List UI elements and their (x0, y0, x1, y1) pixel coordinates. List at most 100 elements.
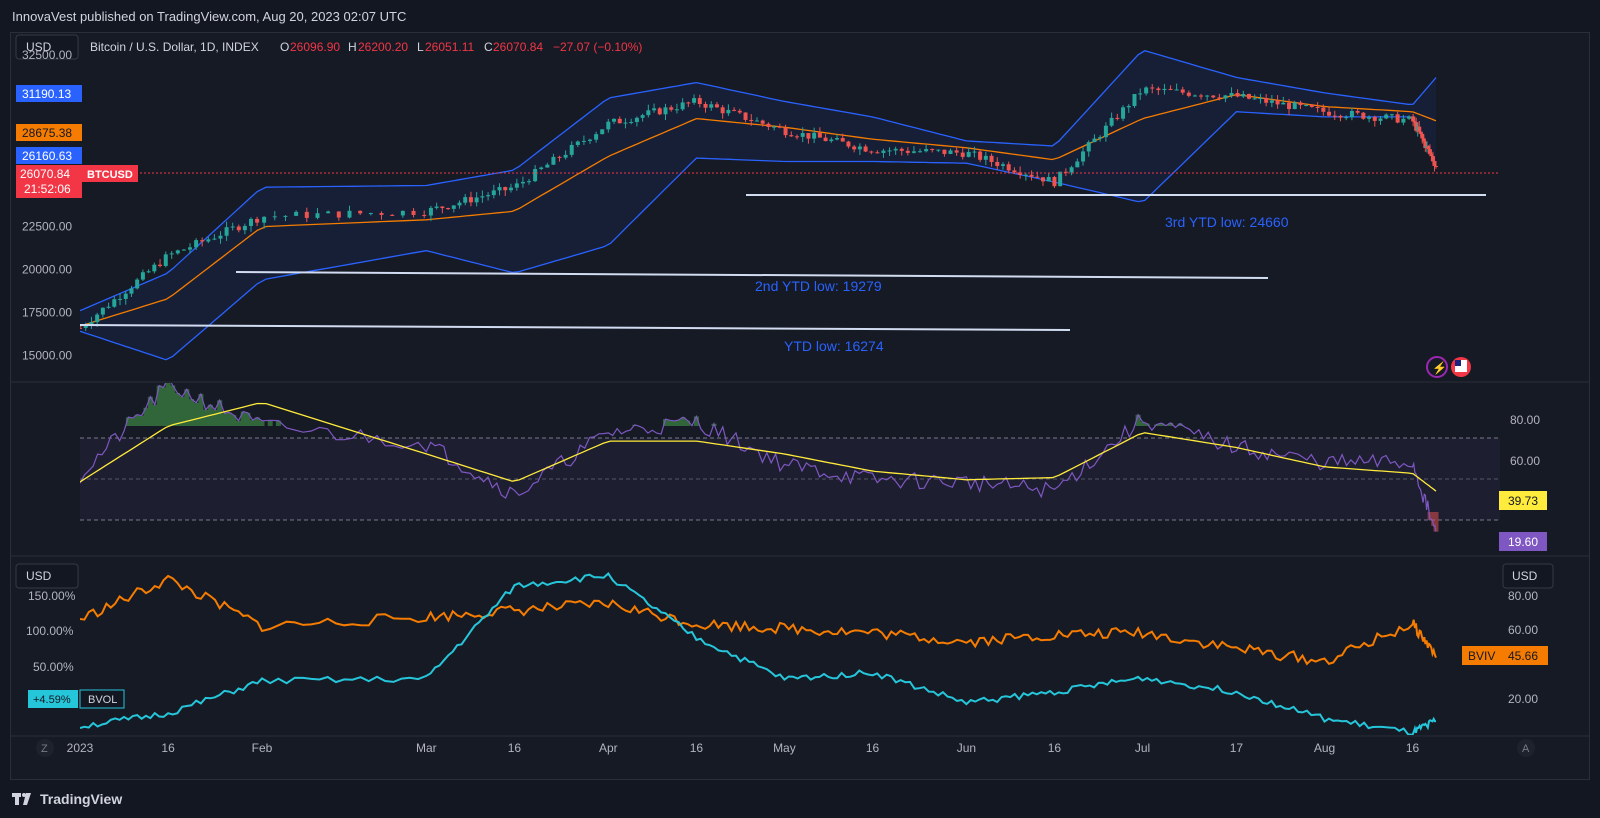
close-label: C (484, 40, 493, 54)
symbol-tag (82, 165, 138, 182)
vol-left-currency-button[interactable] (15, 563, 79, 589)
candle-body (218, 235, 223, 239)
candle-body (1180, 89, 1185, 93)
candle-body (594, 134, 599, 140)
candle-body (1121, 107, 1126, 119)
candle-body (563, 154, 568, 158)
candle-body (1217, 97, 1222, 99)
candle-body (434, 206, 439, 208)
ytd-low-2-label[interactable]: 2nd YTD low: 19279 (755, 278, 882, 294)
bollinger-lower-line (80, 111, 1437, 361)
candle-body (368, 213, 373, 215)
candle-body (829, 139, 834, 142)
footer-bar: TradingView (0, 782, 1600, 818)
candle-body (1407, 116, 1412, 119)
time-tick: 16 (690, 741, 704, 755)
candle-body (600, 129, 605, 135)
zoom-button[interactable] (36, 739, 54, 757)
candle-body (697, 98, 702, 105)
bvol-label-box (79, 689, 125, 709)
candle-body (390, 214, 395, 216)
candle-body (794, 136, 799, 138)
candle-body (1168, 88, 1173, 90)
flash-icon[interactable] (1426, 356, 1448, 378)
candle-body (89, 322, 94, 326)
candle-body (995, 161, 1000, 166)
bollinger-fill (80, 50, 1436, 360)
candle-body (146, 271, 151, 273)
candle-body (1429, 153, 1434, 157)
candle-body (379, 213, 384, 215)
candle-body (629, 121, 634, 123)
candle-body (491, 190, 496, 196)
candle-body (606, 121, 611, 130)
candle-body (1281, 102, 1286, 105)
open-label: O (280, 40, 289, 54)
candle-body (1327, 111, 1332, 116)
candle-body (224, 227, 229, 236)
candle-body (83, 325, 88, 328)
price-pane[interactable] (78, 49, 1438, 361)
candle-body (1378, 118, 1383, 121)
auto-scale-button[interactable] (1517, 739, 1535, 757)
rsi-line (80, 383, 1437, 532)
candle-body (480, 196, 485, 198)
candle-body (194, 240, 199, 248)
time-tick: 2023 (67, 741, 94, 755)
candle-body (140, 272, 145, 280)
candle-body (936, 149, 941, 151)
candle-body (551, 156, 556, 165)
vol-right-tick: 20.00 (1508, 692, 1538, 706)
price-tick: 20000.00 (22, 263, 72, 277)
candle-body (1332, 115, 1337, 117)
candle-body (1423, 141, 1428, 149)
candle-body (527, 181, 532, 183)
last-price-text: 26070.84 (20, 167, 70, 181)
ytd-low-2-line[interactable] (235, 271, 1269, 279)
candle-body (911, 151, 916, 153)
candle-body (800, 133, 805, 137)
candle-body (709, 104, 714, 108)
close-value: 26070.84 (493, 40, 543, 54)
candle-body (930, 149, 935, 151)
candle-body (539, 167, 544, 169)
price-tick: 22500.00 (22, 220, 72, 234)
candle-body (262, 216, 267, 223)
countdown-text: 21:52:06 (24, 182, 71, 196)
candle-body (358, 210, 363, 214)
currency-button[interactable] (15, 34, 79, 60)
candle-body (1414, 122, 1419, 131)
candle-body (1395, 114, 1400, 123)
candle-body (732, 109, 737, 111)
time-axis[interactable]: 2023 16 Feb Mar 16 Apr 16 May 16 Jun 16 Jul 17 Aug 16 (67, 741, 1420, 755)
price-tick: 32500.00 (22, 48, 72, 62)
candle-body (634, 117, 639, 122)
rsi-pane[interactable] (80, 377, 1439, 532)
candle-body (315, 213, 320, 218)
candle-body (304, 211, 309, 218)
candle-body (503, 187, 508, 191)
vol-right-currency-button[interactable] (1502, 563, 1554, 589)
candle-body (1287, 102, 1292, 109)
tradingview-logo[interactable]: TradingView (12, 791, 122, 807)
candle-body (486, 195, 491, 197)
candle-body (294, 211, 299, 216)
candle-body (152, 264, 157, 272)
candle-body (514, 183, 519, 188)
candle-body (1029, 174, 1034, 177)
volatility-pane[interactable] (80, 571, 1437, 735)
candle-body (875, 152, 880, 154)
ytd-low-3-label[interactable]: 3rd YTD low: 24660 (1165, 214, 1289, 230)
ytd-low-label[interactable]: YTD low: 16274 (784, 338, 884, 354)
candle-body (1192, 95, 1197, 97)
candle-body (581, 140, 586, 142)
candle-body (1075, 161, 1080, 168)
symbol-title[interactable]: Bitcoin / U.S. Dollar, 1D, INDEX (90, 40, 259, 54)
candle-body (1412, 121, 1417, 123)
candle-body (283, 215, 288, 217)
candle-body (1258, 98, 1263, 100)
candle-body (852, 146, 857, 150)
candle-body (887, 150, 892, 152)
ytd-low-line[interactable] (79, 324, 1071, 331)
